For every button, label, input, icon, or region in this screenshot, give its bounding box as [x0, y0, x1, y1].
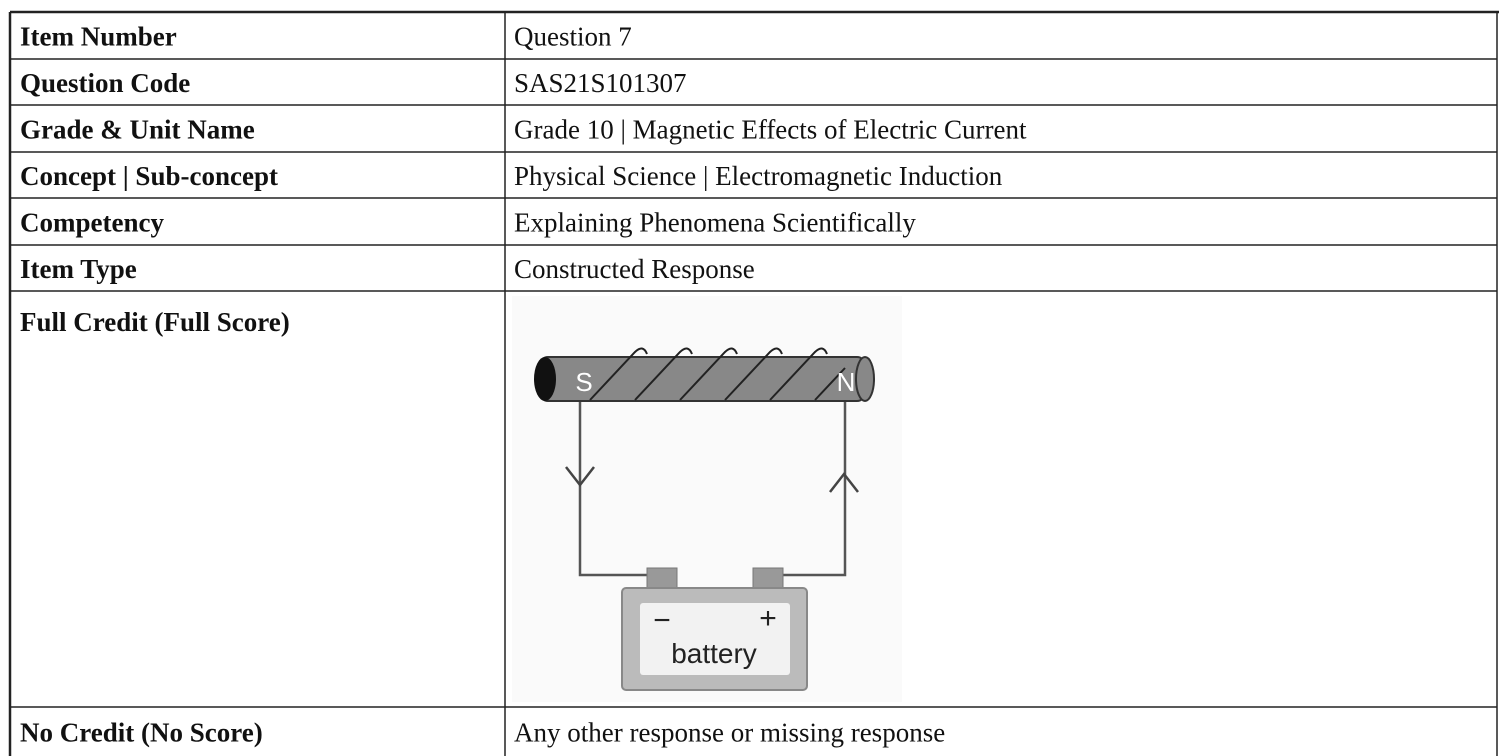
row-label: Grade & Unit Name — [20, 115, 255, 145]
row-label: Item Type — [20, 254, 137, 284]
row-value: Grade 10 | Magnetic Effects of Electric … — [514, 115, 1027, 145]
row-label: Item Number — [20, 22, 177, 52]
row-value: Question 7 — [514, 22, 632, 52]
positive-terminal-label: + — [759, 602, 777, 635]
electromagnet-figure: S N − + battery — [512, 296, 902, 702]
north-pole-label: N — [837, 367, 856, 397]
row-label: No Credit (No Score) — [20, 718, 263, 748]
row-label: Competency — [20, 208, 164, 238]
row-label: Concept | Sub-concept — [20, 161, 278, 191]
row-value: Physical Science | Electromagnetic Induc… — [514, 161, 1003, 191]
row-value: SAS21S101307 — [514, 68, 687, 98]
negative-terminal-label: − — [653, 604, 671, 637]
row-value: Explaining Phenomena Scientifically — [514, 208, 916, 238]
row-label: Full Credit (Full Score) — [20, 307, 290, 337]
row-value: Any other response or missing response — [514, 718, 945, 748]
battery-label: battery — [671, 638, 757, 669]
row-value: Constructed Response — [514, 254, 755, 284]
row-label: Question Code — [20, 68, 190, 98]
south-pole-label: S — [575, 367, 592, 397]
table-grid — [8, 10, 1499, 756]
